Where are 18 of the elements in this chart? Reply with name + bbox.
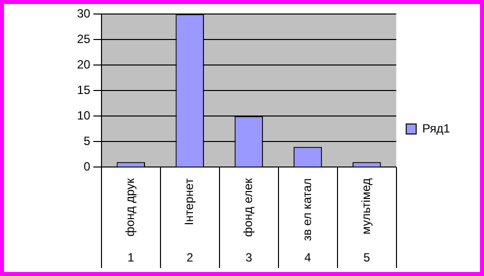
text: 5 xyxy=(363,250,370,264)
x-tick-label: фонд друк xyxy=(123,177,138,237)
y-tick-label: 0 xyxy=(84,160,91,174)
text: 2 xyxy=(186,250,194,264)
y-tick-label: 20 xyxy=(76,58,91,72)
y-tick-label: 5 xyxy=(84,134,91,148)
x-tick-label: Інтернет xyxy=(182,178,196,226)
y-tick-label: 30 xyxy=(76,6,91,21)
text: 1 xyxy=(127,250,134,264)
legend-label: Ряд1 xyxy=(422,121,450,136)
y-tick-label: 10 xyxy=(76,108,91,123)
text: 3 xyxy=(245,250,252,264)
y-tick-label: 15 xyxy=(76,83,91,98)
y-tick-label: 25 xyxy=(76,32,91,46)
x-tick-label: фонд елек xyxy=(241,177,256,237)
x-tick-label: мультімед xyxy=(359,178,374,234)
x-tick-label: зв ел катал xyxy=(300,178,314,242)
text: 4 xyxy=(304,250,312,264)
